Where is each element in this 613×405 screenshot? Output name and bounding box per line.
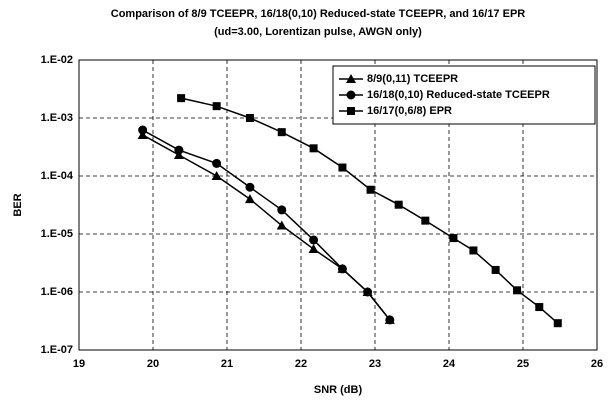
marker xyxy=(212,102,221,111)
marker xyxy=(535,303,544,312)
y-tick-label: 1.E-07 xyxy=(41,344,73,356)
marker xyxy=(337,264,347,274)
y-tick-label: 1.E-03 xyxy=(41,112,73,124)
x-tick-label: 25 xyxy=(517,358,529,370)
marker xyxy=(449,234,458,243)
marker xyxy=(385,315,395,325)
marker xyxy=(244,194,255,204)
marker xyxy=(491,265,500,274)
marker xyxy=(309,235,319,245)
y-tick-label: 1.E-06 xyxy=(41,286,73,298)
marker xyxy=(276,220,287,230)
marker xyxy=(394,200,403,209)
marker xyxy=(553,319,562,328)
legend-label: 16/18(0,10) Reduced-state TCEEPR xyxy=(367,89,550,101)
x-tick-label: 26 xyxy=(591,358,603,370)
legend-box xyxy=(332,65,596,125)
marker xyxy=(277,205,287,215)
x-axis-label: SNR (dB) xyxy=(314,384,363,396)
x-tick-label: 23 xyxy=(369,358,381,370)
chart-title: Comparison of 8/9 TCEEPR, 16/18(0,10) Re… xyxy=(111,8,526,20)
marker xyxy=(211,171,222,180)
y-tick-label: 1.E-05 xyxy=(41,228,73,240)
y-tick-label: 1.E-04 xyxy=(41,170,74,182)
marker xyxy=(421,216,430,225)
marker xyxy=(245,114,254,122)
x-tick-label: 22 xyxy=(295,358,307,370)
marker xyxy=(177,94,186,103)
marker xyxy=(366,185,375,194)
y-axis-label: BER xyxy=(12,193,24,216)
marker xyxy=(346,90,356,100)
marker xyxy=(308,244,319,254)
y-tick-label: 1.E-02 xyxy=(41,54,73,66)
marker xyxy=(309,144,318,153)
marker xyxy=(346,74,356,83)
marker xyxy=(338,163,347,172)
marker xyxy=(513,286,522,295)
marker xyxy=(469,246,478,255)
legend-label: 8/9(0,11) TCEEPR xyxy=(367,73,458,85)
plot-frame xyxy=(78,59,598,351)
x-tick-label: 24 xyxy=(443,358,456,370)
chart-subtitle: (ud=3.00, Lorentizan pulse, AWGN only) xyxy=(214,26,422,38)
x-tick-label: 19 xyxy=(73,358,85,370)
marker xyxy=(174,145,184,155)
marker xyxy=(277,128,286,137)
marker xyxy=(245,182,255,192)
legend-label: 16/17(0,6/8) EPR xyxy=(367,105,452,117)
marker xyxy=(212,158,222,168)
marker xyxy=(138,125,148,135)
marker xyxy=(363,287,373,297)
x-tick-label: 20 xyxy=(147,358,159,370)
marker xyxy=(347,107,355,115)
legend: 8/9(0,11) TCEEPR 16/18(0,10) Reduced-stat… xyxy=(332,65,596,125)
x-tick-label: 21 xyxy=(221,358,233,370)
